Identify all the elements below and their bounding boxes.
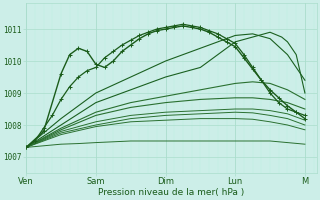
X-axis label: Pression niveau de la mer( hPa ): Pression niveau de la mer( hPa ) (98, 188, 244, 197)
